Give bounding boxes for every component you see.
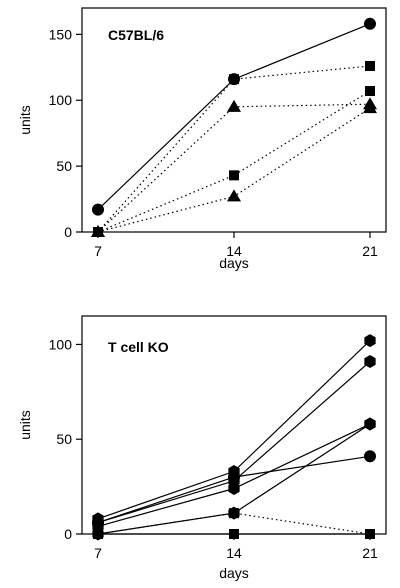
series-line-6: [97, 512, 371, 535]
series-3-point: [227, 99, 241, 112]
y-tick-label: 150: [49, 26, 73, 42]
x-tick-label: 21: [362, 243, 378, 259]
y-tick-label: 50: [56, 158, 72, 174]
series-4-point: [229, 170, 239, 181]
x-tick-label: 14: [226, 545, 242, 561]
series-line-2: [97, 65, 371, 233]
y-tick-label: 0: [64, 526, 72, 542]
y-tick-label: 100: [49, 336, 73, 352]
series-2-point: [365, 60, 375, 71]
y-tick-label: 100: [49, 92, 73, 108]
series-2-point: [364, 355, 376, 368]
series-7-point: [365, 529, 375, 539]
series-3-point: [228, 482, 240, 495]
series-1-point: [364, 17, 376, 30]
series-7-point: [229, 529, 239, 539]
y-axis-title: units: [17, 410, 33, 440]
x-tick-label: 14: [226, 243, 242, 259]
series-4-point: [365, 86, 375, 97]
series-line-3: [97, 103, 371, 233]
x-tick-label: 7: [94, 243, 102, 259]
series-5-point: [227, 189, 241, 202]
chart-title: T cell KO: [108, 339, 169, 355]
panel-t-cell-ko: 0 50 100 7 14 21 days units T cell KO: [17, 315, 387, 581]
series-5-point: [363, 101, 377, 114]
x-axis-title: days: [219, 565, 249, 581]
x-tick-label: 7: [94, 545, 102, 561]
x-axis-title: days: [219, 255, 249, 271]
y-tick-label: 0: [64, 224, 72, 240]
series-6-point: [229, 508, 239, 519]
series-5-point: [91, 225, 105, 237]
series-5-point: [364, 417, 376, 431]
series-line-2: [97, 361, 371, 524]
series-4-point: [228, 471, 240, 484]
series-4-point: [364, 450, 376, 463]
series-1-point: [92, 203, 104, 216]
chart-title: C57BL/6: [108, 27, 164, 43]
series-2-point: [229, 74, 239, 85]
series-7-point: [93, 529, 103, 539]
y-axis-title: units: [17, 105, 33, 135]
x-tick-label: 21: [362, 545, 378, 561]
series-4-point: [92, 516, 104, 529]
series-line-1: [97, 23, 371, 211]
y-tick-label: 50: [56, 431, 72, 447]
series-1-point: [364, 334, 376, 348]
panel-c57bl6: 0 50 100 150 7 14 21 days units C57BL/6: [17, 7, 387, 271]
series-line-4: [97, 90, 371, 233]
